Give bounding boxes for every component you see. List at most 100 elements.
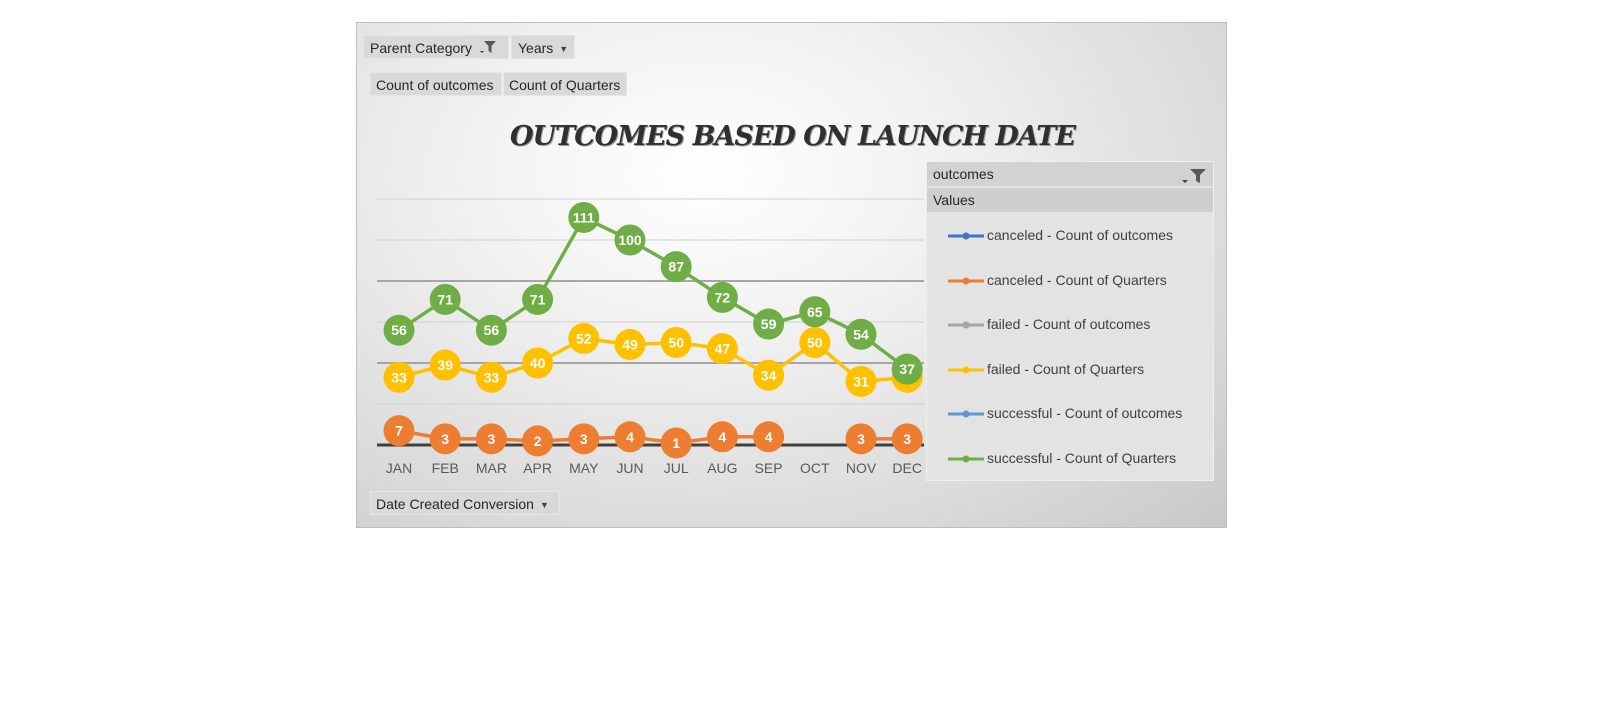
data-point	[383, 415, 415, 447]
data-label: 54	[853, 326, 869, 342]
data-label: 49	[622, 337, 638, 353]
data-label: 100	[618, 232, 642, 248]
legend-item[interactable]: canceled - Count of outcomes	[947, 225, 1173, 245]
legend-item-label: failed - Count of outcomes	[987, 316, 1151, 332]
x-tick-label: JUL	[664, 460, 689, 476]
data-point	[568, 322, 600, 354]
data-point	[475, 314, 507, 346]
chart-title: OUTCOMES BASED ON LAUNCH DATE	[510, 121, 1076, 152]
data-label: 50	[807, 335, 823, 351]
legend-item-label: failed - Count of Quarters	[987, 360, 1145, 377]
data-label: 39	[437, 357, 453, 373]
legend-item[interactable]: successful - Count of Quarters	[947, 448, 1176, 468]
data-point	[845, 365, 877, 397]
data-label: 3	[903, 431, 911, 447]
data-point	[522, 347, 554, 379]
data-label: 4	[765, 429, 773, 445]
legend-item[interactable]: failed - Count of Quarters	[947, 359, 1144, 379]
data-label: 1	[672, 435, 680, 451]
outcomes-filter-button[interactable]: outcomes	[927, 162, 1213, 186]
data-point	[614, 224, 646, 256]
legend: outcomes Values canceled - Count of outc…	[926, 161, 1214, 481]
filter-funnel-icon	[479, 37, 497, 61]
data-point	[429, 283, 461, 315]
data-label: 3	[488, 431, 496, 447]
data-label: 3	[441, 431, 449, 447]
dropdown-arrow-icon: ▼	[559, 44, 569, 55]
data-point	[429, 423, 461, 455]
data-point	[614, 329, 646, 361]
data-point	[660, 327, 692, 358]
data-point	[753, 359, 785, 391]
x-tick-label: MAR	[476, 460, 507, 476]
data-label: 71	[437, 291, 453, 307]
data-point	[891, 353, 923, 385]
data-point	[660, 427, 692, 459]
data-label: 33	[484, 369, 500, 385]
data-point	[799, 327, 831, 358]
x-tick-label: SEP	[755, 460, 783, 476]
data-label: 33	[391, 369, 407, 385]
legend-item[interactable]: successful - Count of outcomes	[947, 403, 1182, 423]
data-label: 87	[668, 259, 684, 275]
filter-funnel-icon	[1181, 167, 1207, 191]
data-label: 4	[626, 429, 634, 445]
data-point	[845, 318, 877, 350]
legend-line-icon	[948, 277, 984, 285]
x-tick-label: JAN	[386, 460, 412, 476]
value-field-label: Count of Quarters	[509, 77, 621, 93]
parent-category-filter-button[interactable]: Parent Category	[363, 35, 509, 59]
data-point	[845, 423, 877, 455]
data-label: 4	[719, 429, 727, 445]
value-field-label: Count of outcomes	[376, 77, 494, 93]
data-label: 56	[484, 322, 500, 338]
x-tick-label: OCT	[800, 460, 830, 476]
x-tick-label: FEB	[432, 460, 459, 476]
legend-item-label: canceled - Count of outcomes	[987, 227, 1173, 243]
legend-item[interactable]: canceled - Count of Quarters	[947, 270, 1167, 290]
legend-item-label: successful - Count of outcomes	[987, 405, 1183, 421]
years-label: Years	[518, 40, 554, 56]
data-label: 34	[761, 367, 777, 383]
data-label: 59	[761, 316, 777, 332]
data-point	[522, 283, 554, 315]
value-field-count-of-outcomes[interactable]: Count of outcomes	[370, 72, 502, 96]
x-tick-label: APR	[523, 460, 552, 476]
data-point	[383, 361, 415, 393]
legend-header-label: outcomes	[933, 166, 994, 182]
data-point	[568, 201, 600, 233]
data-label: 31	[853, 373, 869, 389]
data-label: 72	[715, 289, 731, 305]
legend-line-icon	[948, 366, 984, 374]
dropdown-arrow-icon: ▼	[539, 500, 549, 511]
data-label: 56	[391, 322, 407, 338]
date-created-conversion-axis-button[interactable]: Date Created Conversion ▼	[370, 491, 560, 515]
value-field-count-of-quarters[interactable]: Count of Quarters	[503, 72, 627, 96]
axis-field-label: Date Created Conversion	[376, 496, 534, 512]
legend-item-label: successful - Count of Quarters	[987, 449, 1177, 466]
data-point	[799, 296, 831, 328]
data-point	[429, 349, 461, 381]
data-point	[706, 421, 738, 453]
data-label: 71	[530, 291, 546, 307]
data-point	[614, 421, 646, 453]
data-point	[753, 308, 785, 340]
data-label: 37	[899, 361, 915, 377]
x-tick-label: MAY	[569, 460, 599, 476]
data-label: 40	[530, 355, 546, 371]
data-point	[706, 281, 738, 313]
data-label: 50	[668, 335, 684, 351]
data-label: 111	[573, 209, 595, 225]
data-label: 3	[580, 431, 588, 447]
legend-line-icon	[948, 232, 984, 240]
parent-category-label: Parent Category	[370, 40, 472, 56]
data-point	[522, 425, 554, 457]
data-label: 7	[395, 423, 403, 439]
data-point	[475, 423, 507, 455]
legend-item[interactable]: failed - Count of outcomes	[947, 314, 1150, 334]
legend-line-icon	[948, 410, 984, 418]
data-point	[383, 314, 415, 346]
years-filter-button[interactable]: Years ▼	[511, 35, 575, 59]
legend-line-icon	[948, 321, 984, 329]
